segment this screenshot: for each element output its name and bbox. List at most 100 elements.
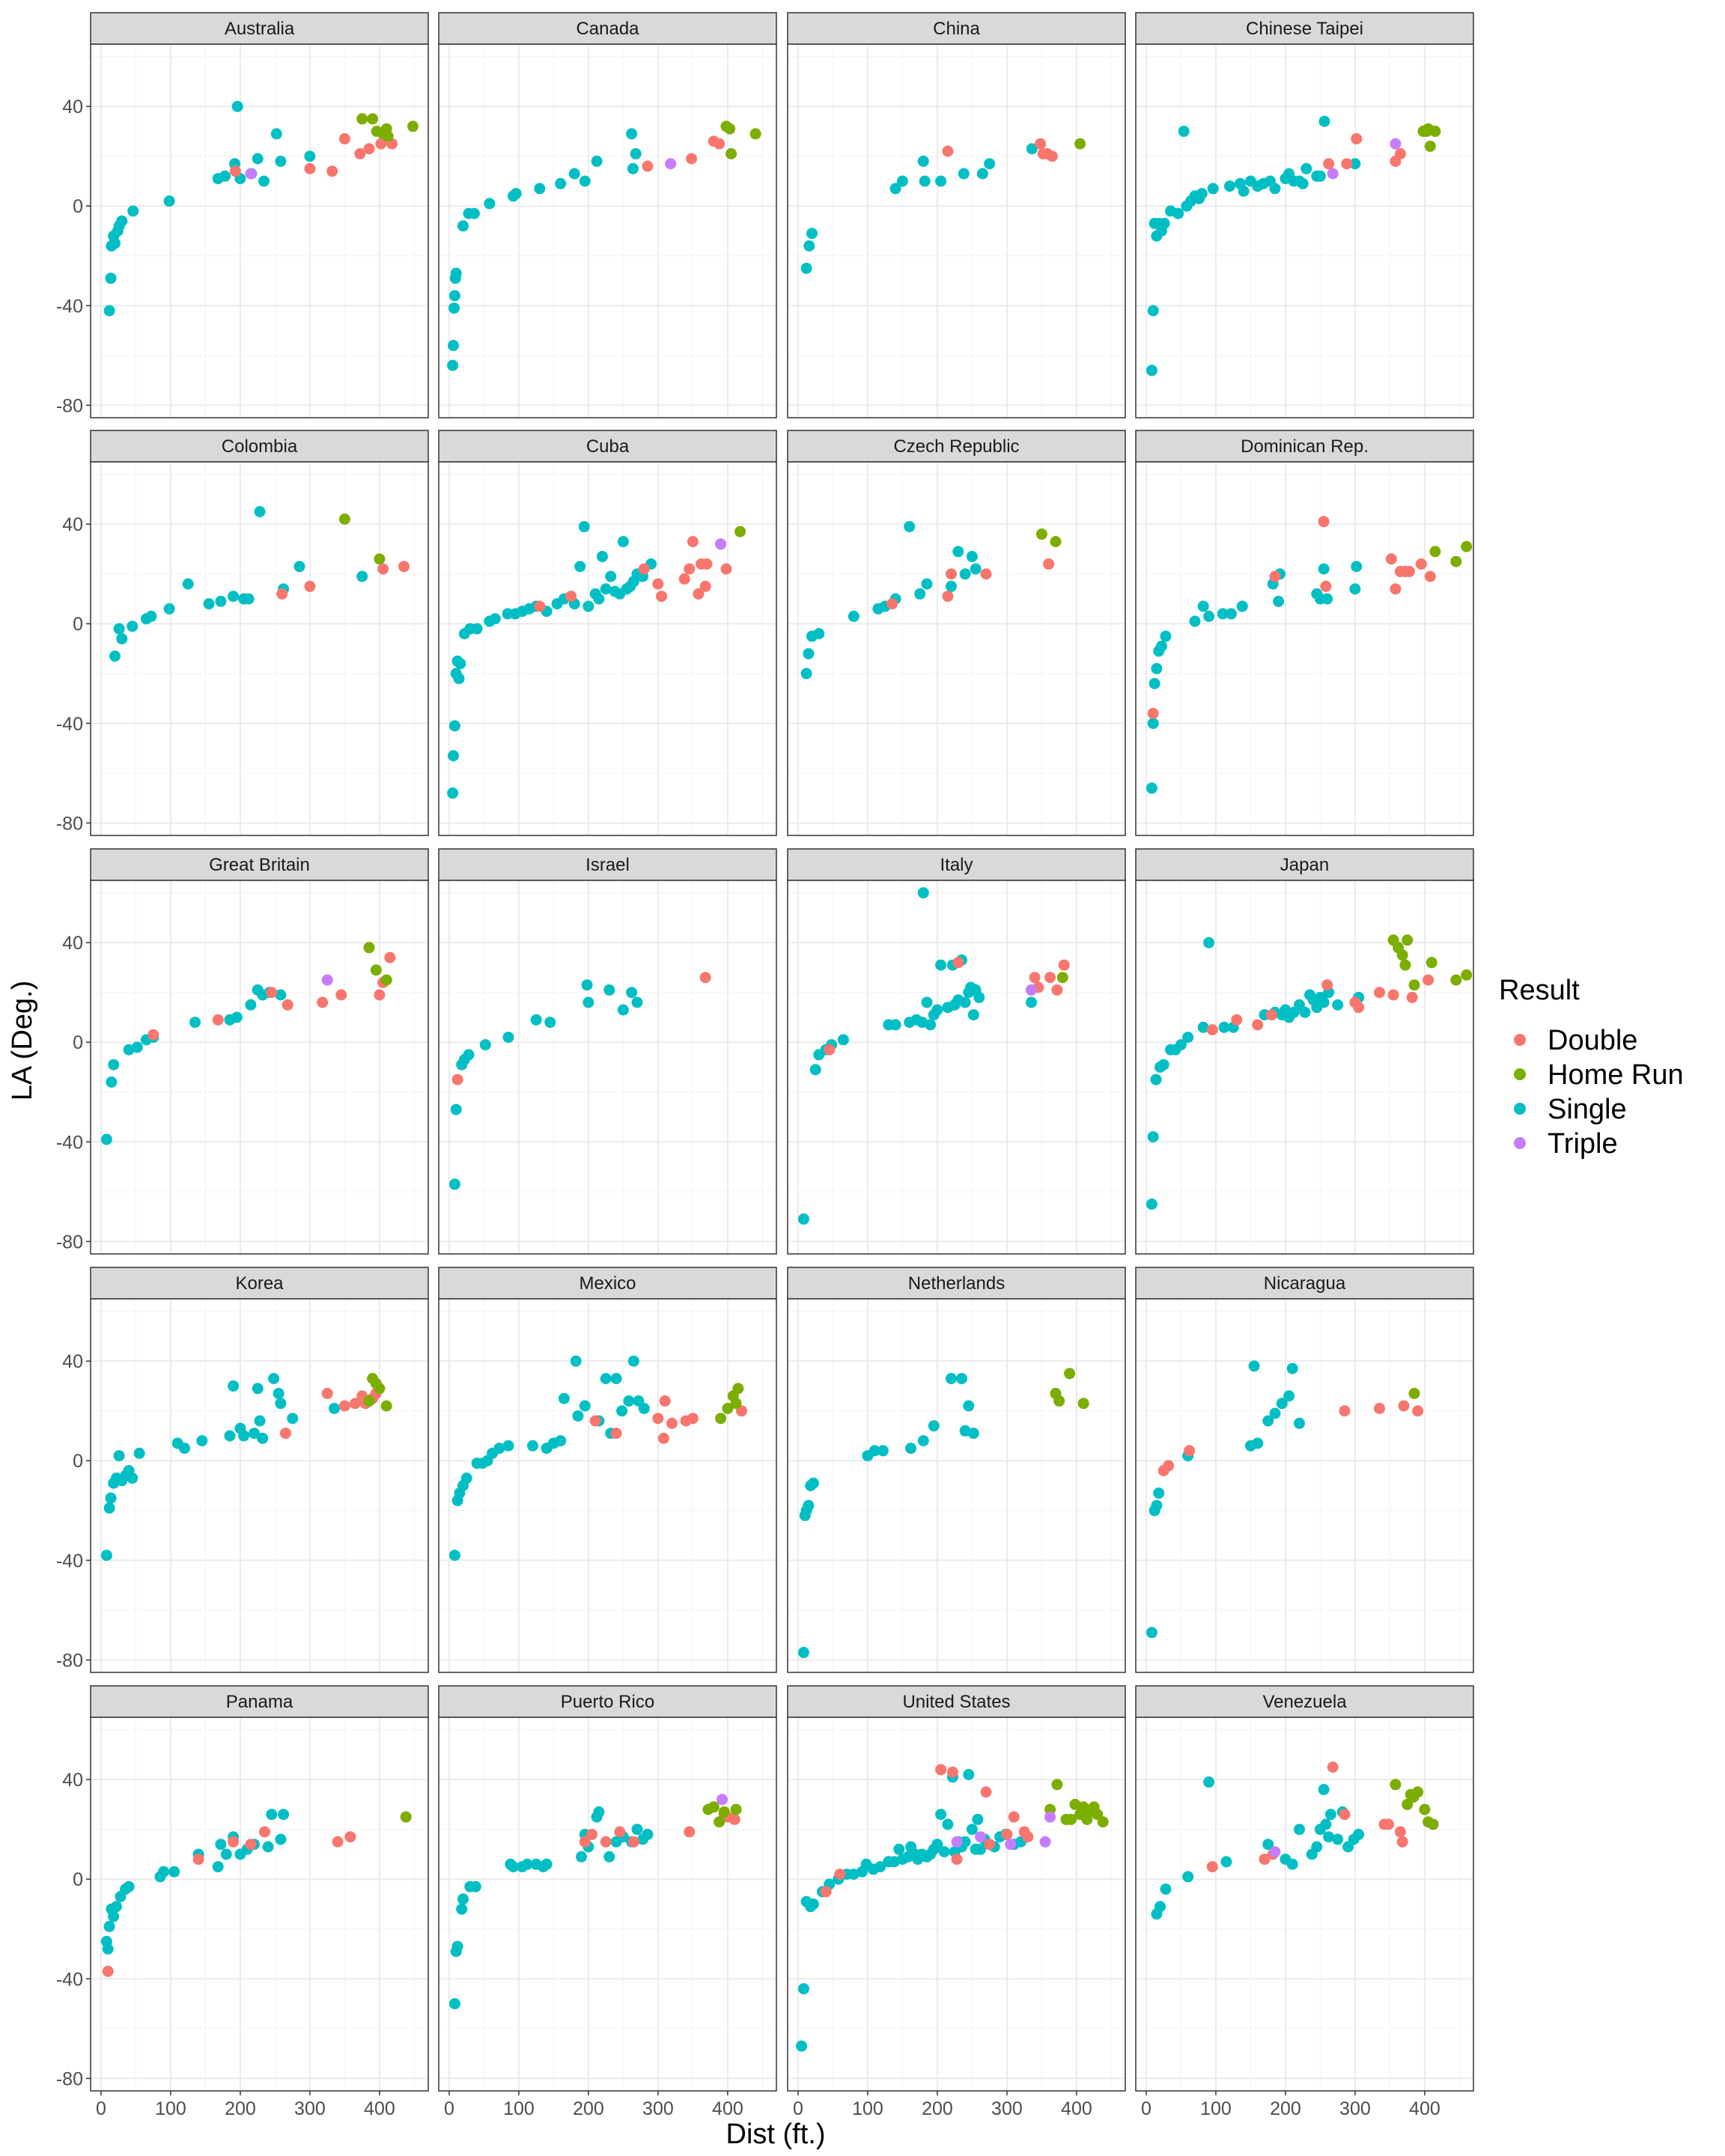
data-point-single — [593, 593, 605, 605]
data-point-single — [603, 1851, 615, 1863]
data-point-single — [1182, 1871, 1194, 1883]
data-point-single — [893, 1843, 905, 1855]
panel-border — [90, 880, 429, 1255]
data-point-single — [1160, 630, 1172, 642]
data-point-single — [1172, 207, 1184, 219]
data-point-home-run — [1064, 1368, 1076, 1380]
data-point-single — [103, 1502, 115, 1514]
data-point-single — [984, 158, 996, 170]
data-point-single — [448, 750, 459, 761]
panel-italy: Italy — [787, 848, 1126, 1255]
data-point-triple — [1269, 1846, 1281, 1858]
data-point-single — [304, 150, 316, 162]
data-point-home-run — [380, 1400, 392, 1412]
data-point-single — [275, 1398, 287, 1410]
facet-label: Australia — [225, 19, 295, 39]
data-point-single — [1175, 1039, 1187, 1051]
data-point-double — [565, 591, 577, 603]
data-point-single — [626, 128, 638, 140]
panel-border — [438, 43, 777, 418]
data-point-triple — [951, 1836, 963, 1848]
data-point-home-run — [1450, 974, 1462, 986]
y-tick-label: 40 — [62, 514, 83, 535]
data-point-single — [1269, 1407, 1281, 1419]
data-point-single — [1269, 183, 1281, 195]
data-point-single — [109, 237, 121, 249]
data-point-single — [471, 623, 483, 635]
data-point-home-run — [400, 1811, 412, 1823]
data-point-double — [684, 1826, 696, 1838]
data-point-single — [203, 598, 215, 610]
facet-label: Mexico — [579, 1273, 636, 1294]
data-point-single — [896, 175, 908, 187]
data-point-triple — [1390, 138, 1402, 150]
data-point-single — [454, 658, 466, 669]
data-point-single — [228, 1380, 240, 1392]
data-point-single — [603, 984, 615, 996]
data-point-double — [642, 160, 654, 172]
data-point-single — [1324, 1809, 1336, 1821]
data-point-single — [158, 1866, 170, 1878]
data-point-home-run — [718, 1806, 730, 1818]
data-point-double — [384, 951, 396, 963]
data-point-single — [591, 155, 603, 167]
data-point-single — [963, 1769, 975, 1780]
data-point-double — [659, 1395, 671, 1407]
data-point-single — [510, 188, 522, 200]
y-tick-label: -80 — [56, 1231, 83, 1252]
data-point-single — [610, 1373, 622, 1384]
data-point-triple — [715, 538, 727, 550]
facet-label: Puerto Rico — [561, 1692, 654, 1712]
data-point-single — [275, 155, 287, 167]
data-point-double — [656, 591, 668, 603]
data-point-single — [959, 568, 971, 580]
data-point-double — [693, 588, 705, 600]
data-point-double — [951, 1854, 963, 1866]
data-point-single — [258, 175, 270, 187]
data-point-double — [1394, 147, 1406, 159]
legend-key — [1514, 1137, 1526, 1149]
x-tick-label: 400 — [1061, 2098, 1092, 2119]
data-point-single — [1332, 999, 1344, 1011]
data-point-double — [1415, 558, 1427, 570]
data-point-double — [349, 1398, 361, 1410]
data-point-double — [1412, 1405, 1424, 1417]
data-point-double — [326, 165, 338, 177]
y-tick-label: -40 — [56, 296, 83, 317]
data-point-single — [231, 1011, 243, 1023]
data-point-double — [1318, 516, 1330, 528]
data-point-single — [262, 1841, 274, 1853]
data-point-single — [254, 1415, 266, 1427]
data-point-double — [614, 1826, 626, 1838]
y-tick-label: 40 — [62, 1351, 83, 1372]
data-point-single — [266, 1809, 278, 1821]
legend-item-single: Single — [1514, 1094, 1627, 1125]
data-point-single — [1252, 1437, 1264, 1449]
data-point-double — [1321, 979, 1333, 991]
data-point-single — [917, 887, 929, 899]
data-point-single — [450, 1103, 462, 1115]
data-point-single — [1349, 158, 1361, 170]
data-point-single — [1197, 600, 1209, 612]
panel-background — [788, 462, 1125, 835]
data-point-double — [699, 580, 711, 592]
data-point-single — [103, 1920, 115, 1932]
data-point-single — [797, 1646, 809, 1658]
data-point-double — [344, 1831, 356, 1843]
data-point-single — [168, 1866, 180, 1878]
data-point-single — [108, 1059, 120, 1071]
data-point-single — [448, 290, 460, 302]
data-point-single — [572, 1410, 584, 1422]
x-tick-label: 400 — [364, 2098, 395, 2119]
data-point-double — [147, 1029, 159, 1041]
data-point-home-run — [730, 1398, 742, 1410]
data-point-double — [1058, 959, 1070, 971]
data-point-single — [919, 175, 931, 187]
y-tick-label: 40 — [62, 97, 83, 118]
x-axis-title: Dist (ft.) — [726, 2119, 826, 2150]
data-point-single — [1318, 563, 1330, 575]
data-point-single — [228, 591, 240, 603]
data-point-single — [1150, 1074, 1162, 1085]
data-point-single — [626, 987, 638, 999]
data-point-single — [212, 1861, 224, 1873]
